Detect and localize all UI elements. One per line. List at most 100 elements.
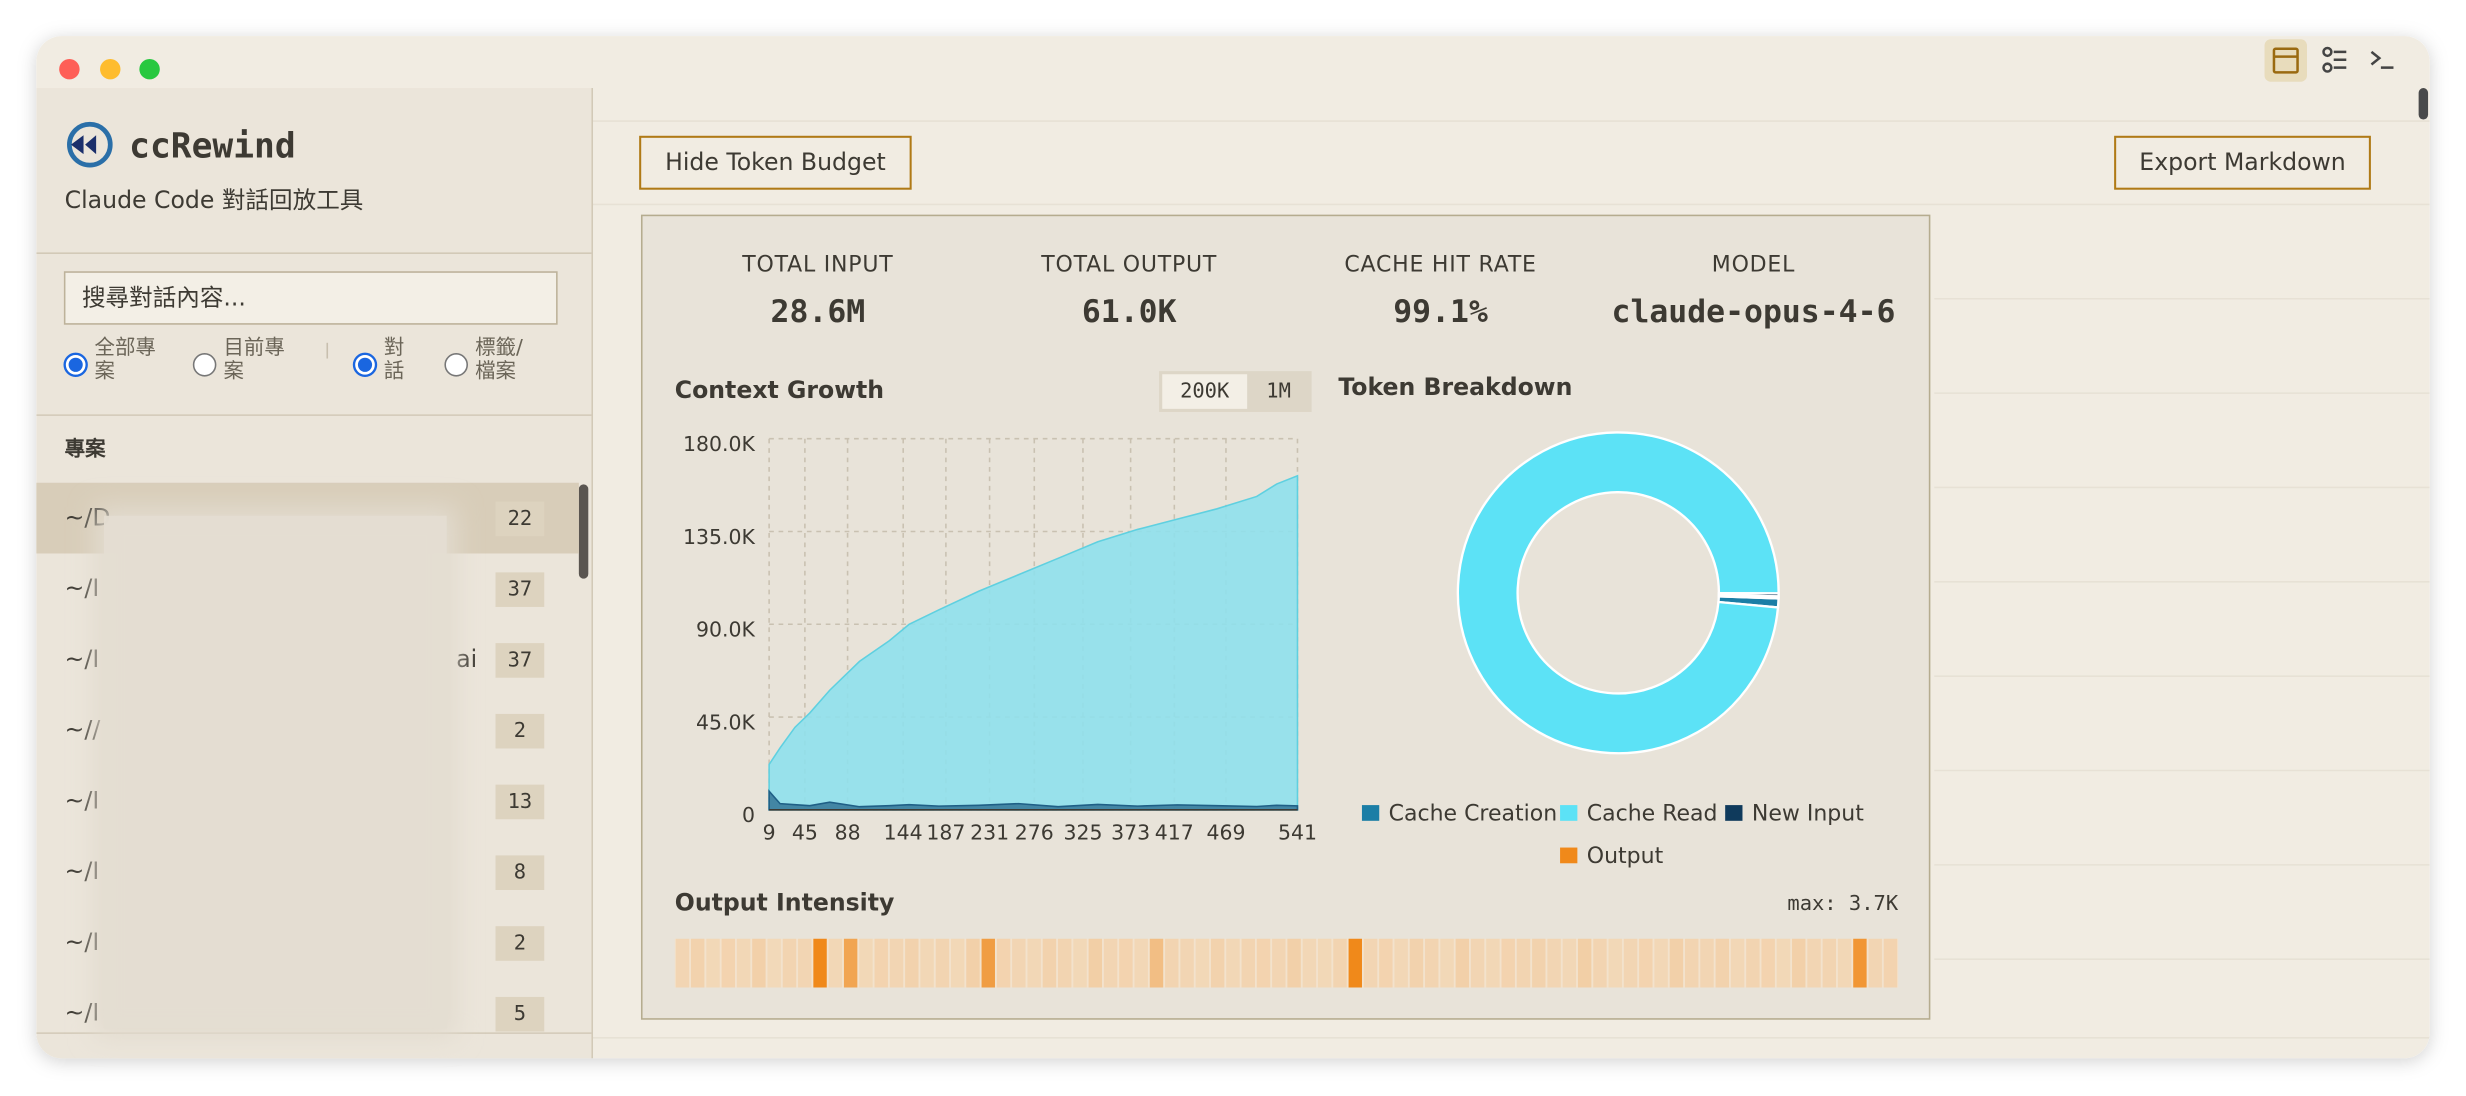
x-tick-label: 231: [970, 820, 1009, 844]
intensity-bar: [1333, 938, 1347, 988]
donut-slice: [1456, 431, 1780, 755]
x-tick-label: 88: [835, 820, 861, 844]
toggle-active[interactable]: [1162, 374, 1248, 409]
intensity-bar: [1455, 938, 1470, 988]
intensity-bar: [1577, 938, 1592, 988]
scrollbar[interactable]: [578, 484, 589, 579]
y-tick-label: 45.0K: [696, 710, 756, 734]
intensity-track: [674, 938, 1899, 988]
intensity-bar: [1073, 938, 1087, 988]
donut-slice: [1717, 593, 1780, 600]
count-badge: [495, 572, 545, 607]
intensity-bar: [1685, 938, 1699, 988]
radio[interactable]: [444, 353, 469, 377]
project-path: ~/I: [65, 999, 100, 1027]
area-output: [768, 789, 1299, 811]
toolbar-icons: [2264, 39, 2394, 82]
intensity-bar: [736, 938, 751, 988]
layout-icon-bg[interactable]: [2264, 39, 2307, 82]
toggle-label: 1M: [1266, 379, 1291, 403]
intensity-bar: [1853, 938, 1867, 988]
minimize-button[interactable]: [100, 58, 121, 80]
legend-label: New Input: [1752, 802, 1864, 827]
export-markdown-button[interactable]: [2114, 135, 2371, 190]
x-tick-label: 276: [1015, 820, 1054, 844]
project-count: 37: [508, 577, 533, 601]
privacy-blur: [103, 515, 447, 1029]
intensity-bar: [1516, 938, 1531, 988]
intensity-bar: [1134, 938, 1148, 988]
stat-label: TOTAL INPUT: [741, 253, 893, 278]
radio[interactable]: [192, 353, 217, 377]
intensity-bar: [706, 938, 720, 988]
intensity-bar: [1180, 938, 1194, 988]
intensity-bar: [1256, 938, 1271, 988]
intensity-bar: [1623, 938, 1638, 988]
intensity-bar: [1501, 938, 1515, 988]
radio-label-box: 對話: [384, 337, 404, 384]
project-count: 37: [508, 647, 533, 671]
scrollbar[interactable]: [2418, 88, 2429, 120]
intensity-bar: [798, 938, 812, 988]
toggle-label: 200K: [1180, 379, 1230, 403]
search-input[interactable]: [63, 271, 558, 325]
intensity-bar: [1241, 938, 1255, 988]
close-button[interactable]: [59, 58, 80, 80]
intensity-bar: [1715, 938, 1729, 988]
zoom-button[interactable]: [139, 58, 160, 80]
terminal-icon[interactable]: [2370, 50, 2394, 69]
app-subtitle: Claude Code 對話回放工具: [65, 186, 364, 214]
project-count: 8: [514, 860, 526, 884]
intensity-bar: [1868, 938, 1882, 988]
intensity-bar: [1440, 938, 1454, 988]
radio-dot: [357, 357, 373, 372]
count-badge: [495, 996, 545, 1032]
intensity-bar: [874, 938, 888, 988]
tree-icon[interactable]: [2322, 46, 2347, 73]
intensity-bar: [1792, 938, 1806, 988]
max-label: max: 3.7K: [1787, 891, 1898, 915]
intensity-bar: [1058, 938, 1072, 988]
count-badge: [495, 855, 545, 891]
hide-token-budget-button[interactable]: [639, 135, 912, 190]
intensity-bar: [1654, 938, 1668, 988]
y-tick-label: 0: [742, 803, 755, 827]
radio-label: 標籤/檔案: [475, 336, 523, 384]
intensity-bar: [828, 938, 843, 988]
intensity-bar: [843, 938, 858, 988]
intensity-bar: [935, 938, 950, 988]
app-name: ccRewind: [129, 126, 296, 166]
intensity-bar: [1027, 938, 1041, 988]
section-title: Token Breakdown: [1338, 373, 1572, 401]
section-title: Output Intensity: [675, 889, 895, 917]
intensity-bar: [920, 938, 934, 988]
legend-label: Output: [1587, 844, 1664, 869]
intensity-bar: [675, 938, 690, 988]
stat-value: 99.1%: [1393, 294, 1488, 330]
count-badge: [495, 501, 545, 537]
intensity-bar: [1119, 938, 1133, 988]
stat-label: MODEL: [1712, 253, 1795, 278]
x-tick-label: 45: [792, 820, 818, 844]
intensity-bar: [966, 938, 980, 988]
radio-dot: [68, 357, 83, 372]
stat-value: claude-opus-4-6: [1612, 294, 1896, 330]
intensity-bar: [767, 938, 781, 988]
y-tick-label: 135.0K: [683, 525, 756, 549]
project-path: ~/I: [65, 645, 100, 673]
project-count: 22: [508, 506, 533, 530]
intensity-bar: [1042, 938, 1057, 988]
intensity-bar: [691, 938, 705, 988]
count-badge: [495, 926, 545, 961]
project-path: ~/I: [65, 928, 100, 956]
project-path-suffix: ai: [456, 645, 477, 673]
project-path: ~/I: [65, 574, 100, 602]
intensity-bar: [1761, 938, 1775, 988]
intensity-bar: [1639, 938, 1653, 988]
intensity-bar: [1593, 938, 1607, 988]
intensity-bar: [1088, 938, 1103, 988]
radio-label-box: 目前專案: [223, 337, 284, 384]
intensity-bar: [1807, 938, 1821, 988]
intensity-bar: [1210, 938, 1225, 988]
logo: [67, 121, 113, 168]
